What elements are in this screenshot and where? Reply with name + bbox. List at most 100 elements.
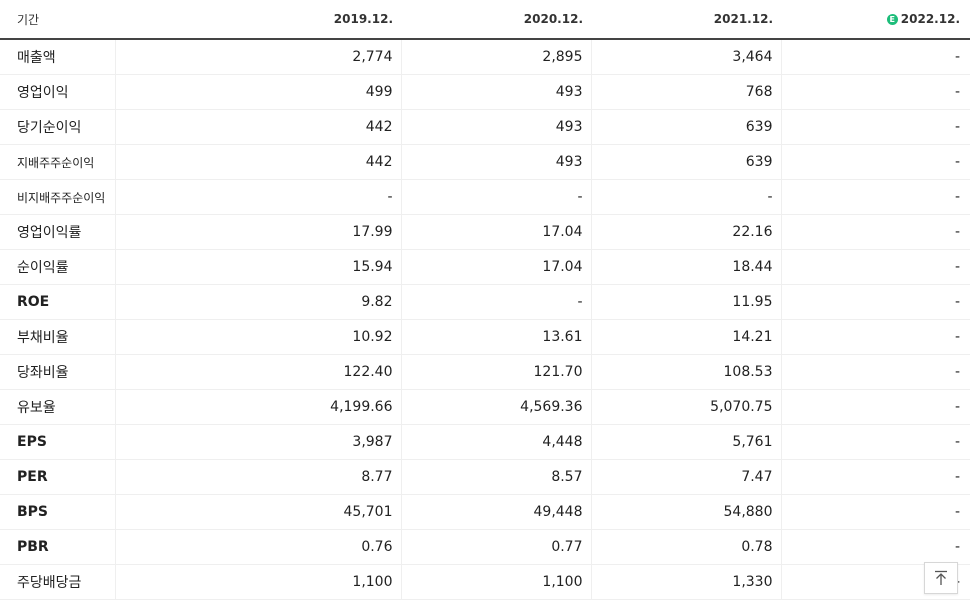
row-label-debt-ratio: 부채비율 (0, 319, 115, 355)
table-cell: 9.82 (114, 284, 401, 320)
row-label-reserve-ratio: 유보율 (0, 389, 115, 425)
table-cell: 3,464 (590, 39, 781, 75)
table-cell: 1,330 (590, 564, 781, 600)
table-cell: 5,070.75 (590, 389, 781, 425)
table-cell: 7.47 (590, 459, 781, 495)
table-cell: 442 (114, 144, 401, 180)
row-label-revenue: 매출액 (0, 39, 115, 75)
table-row: 유보율 4,199.66 4,569.36 5,070.75 - (0, 389, 970, 425)
table-row: 당기순이익 442 493 639 - (0, 109, 970, 145)
column-header-2020: 2020.12. (401, 0, 591, 40)
table-cell: 5,761 (590, 424, 781, 460)
row-label-noncontrolling-net-income: 비지배주주순이익 (0, 179, 115, 215)
table-cell: 8.77 (114, 459, 401, 495)
table-cell: - (780, 494, 970, 530)
table-cell: 10.92 (114, 319, 401, 355)
table-cell: 18.44 (590, 249, 781, 285)
table-cell: 0.78 (590, 529, 781, 565)
table-cell: 17.04 (400, 249, 591, 285)
row-label-quick-ratio: 당좌비율 (0, 354, 115, 390)
table-cell: 4,569.36 (400, 389, 591, 425)
table-row: 지배주주순이익 442 493 639 - (0, 144, 970, 180)
row-label-pbr: PBR (0, 529, 115, 565)
table-cell: - (780, 179, 970, 215)
table-cell: 1,100 (114, 564, 401, 600)
table-cell: - (114, 179, 401, 215)
table-cell: - (780, 424, 970, 460)
period-header: 기간 (0, 0, 115, 40)
row-label-net-margin: 순이익률 (0, 249, 115, 285)
column-header-2022-label: 2022.12. (900, 12, 960, 26)
table-cell: 17.04 (400, 214, 591, 250)
table-cell: 4,199.66 (114, 389, 401, 425)
table-row: 영업이익 499 493 768 - (0, 74, 970, 110)
table-cell: 639 (590, 144, 781, 180)
table-row: 영업이익률 17.99 17.04 22.16 - (0, 214, 970, 250)
table-cell: 3,987 (114, 424, 401, 460)
table-cell: - (780, 144, 970, 180)
table-cell: 121.70 (400, 354, 591, 390)
table-cell: - (780, 354, 970, 390)
row-label-controlling-net-income: 지배주주순이익 (0, 144, 115, 180)
arrow-up-to-line-icon (935, 570, 947, 585)
column-header-2021: 2021.12. (591, 0, 781, 40)
row-label-operating-income: 영업이익 (0, 74, 115, 110)
table-cell: 49,448 (400, 494, 591, 530)
row-label-roe: ROE (0, 284, 115, 320)
table-cell: - (780, 249, 970, 285)
table-cell: - (780, 214, 970, 250)
table-cell: 108.53 (590, 354, 781, 390)
table-cell: - (780, 389, 970, 425)
row-label-net-income: 당기순이익 (0, 109, 115, 145)
table-row: BPS 45,701 49,448 54,880 - (0, 494, 970, 530)
table-cell: - (780, 109, 970, 145)
table-row: EPS 3,987 4,448 5,761 - (0, 424, 970, 460)
table-cell: 45,701 (114, 494, 401, 530)
table-cell: 499 (114, 74, 401, 110)
row-label-bps: BPS (0, 494, 115, 530)
table-cell: - (780, 319, 970, 355)
table-cell: 14.21 (590, 319, 781, 355)
table-row: 당좌비율 122.40 121.70 108.53 - (0, 354, 970, 390)
table-row: ROE 9.82 - 11.95 - (0, 284, 970, 320)
table-cell: 493 (400, 74, 591, 110)
row-label-dividend-per-share: 주당배당금 (0, 564, 115, 600)
row-label-per: PER (0, 459, 115, 495)
table-row: 매출액 2,774 2,895 3,464 - (0, 39, 970, 75)
row-label-operating-margin: 영업이익률 (0, 214, 115, 250)
table-cell: 11.95 (590, 284, 781, 320)
scroll-to-top-button[interactable] (924, 562, 958, 594)
table-cell: 639 (590, 109, 781, 145)
table-row: PER 8.77 8.57 7.47 - (0, 459, 970, 495)
table-row: 주당배당금 1,100 1,100 1,330 - (0, 564, 970, 600)
column-header-2019: 2019.12. (115, 0, 401, 40)
table-cell: 8.57 (400, 459, 591, 495)
table-cell: 0.76 (114, 529, 401, 565)
table-cell: 442 (114, 109, 401, 145)
table-cell: 0.77 (400, 529, 591, 565)
table-cell: 122.40 (114, 354, 401, 390)
table-row: 부채비율 10.92 13.61 14.21 - (0, 319, 970, 355)
table-cell: - (780, 39, 970, 75)
table-row: PBR 0.76 0.77 0.78 - (0, 529, 970, 565)
table-cell: 13.61 (400, 319, 591, 355)
table-cell: 768 (590, 74, 781, 110)
table-cell: 493 (400, 109, 591, 145)
table-cell: 4,448 (400, 424, 591, 460)
table-cell: 493 (400, 144, 591, 180)
table-header-row: 기간 2019.12. 2020.12. 2021.12. E 2022.12. (0, 0, 970, 40)
table-cell: 2,895 (400, 39, 591, 75)
table-cell: - (780, 284, 970, 320)
estimate-badge-icon: E (886, 14, 898, 25)
table-cell: - (780, 459, 970, 495)
row-label-eps: EPS (0, 424, 115, 460)
table-cell: 54,880 (590, 494, 781, 530)
table-row: 순이익률 15.94 17.04 18.44 - (0, 249, 970, 285)
table-cell: 22.16 (590, 214, 781, 250)
column-header-2022-estimate: E 2022.12. (781, 0, 970, 40)
table-cell: 15.94 (114, 249, 401, 285)
table-cell: - (400, 179, 591, 215)
table-cell: 1,100 (400, 564, 591, 600)
